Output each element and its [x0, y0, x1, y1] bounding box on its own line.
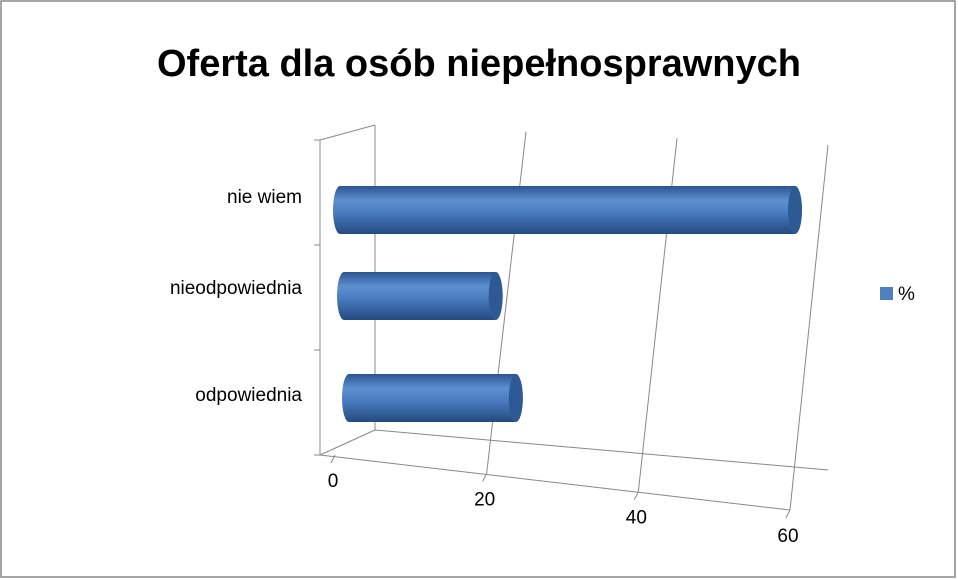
grid-line: [789, 144, 829, 511]
bar: [337, 272, 503, 320]
x-tick-label: 40: [626, 508, 647, 529]
axis-edge: [319, 429, 376, 456]
bar: [333, 186, 802, 234]
x-tick: [785, 509, 791, 519]
bar-cap: [488, 272, 503, 320]
x-tick: [330, 454, 336, 464]
legend-swatch: [880, 287, 893, 300]
y-tick-label: odpowiednia: [195, 385, 302, 406]
bar-cap: [788, 186, 802, 234]
y-tick-label: nie wiem: [227, 187, 302, 208]
bar: [342, 374, 523, 422]
legend-label: %: [898, 284, 915, 305]
x-tick-label: 20: [474, 489, 495, 510]
bar-cap: [508, 374, 523, 422]
floor-edge: [374, 429, 829, 471]
x-tick: [482, 473, 488, 482]
x-tick: [633, 491, 639, 500]
x-axis: [319, 454, 791, 511]
x-tick-label: 0: [328, 471, 339, 492]
y-tick-label: nieodpowiednia: [170, 278, 302, 299]
axes-frame: [314, 124, 829, 511]
axis-edge: [319, 124, 376, 141]
chart-title: Oferta dla osób niepełnosprawnych: [157, 43, 801, 85]
x-tick-label: 60: [777, 526, 798, 547]
